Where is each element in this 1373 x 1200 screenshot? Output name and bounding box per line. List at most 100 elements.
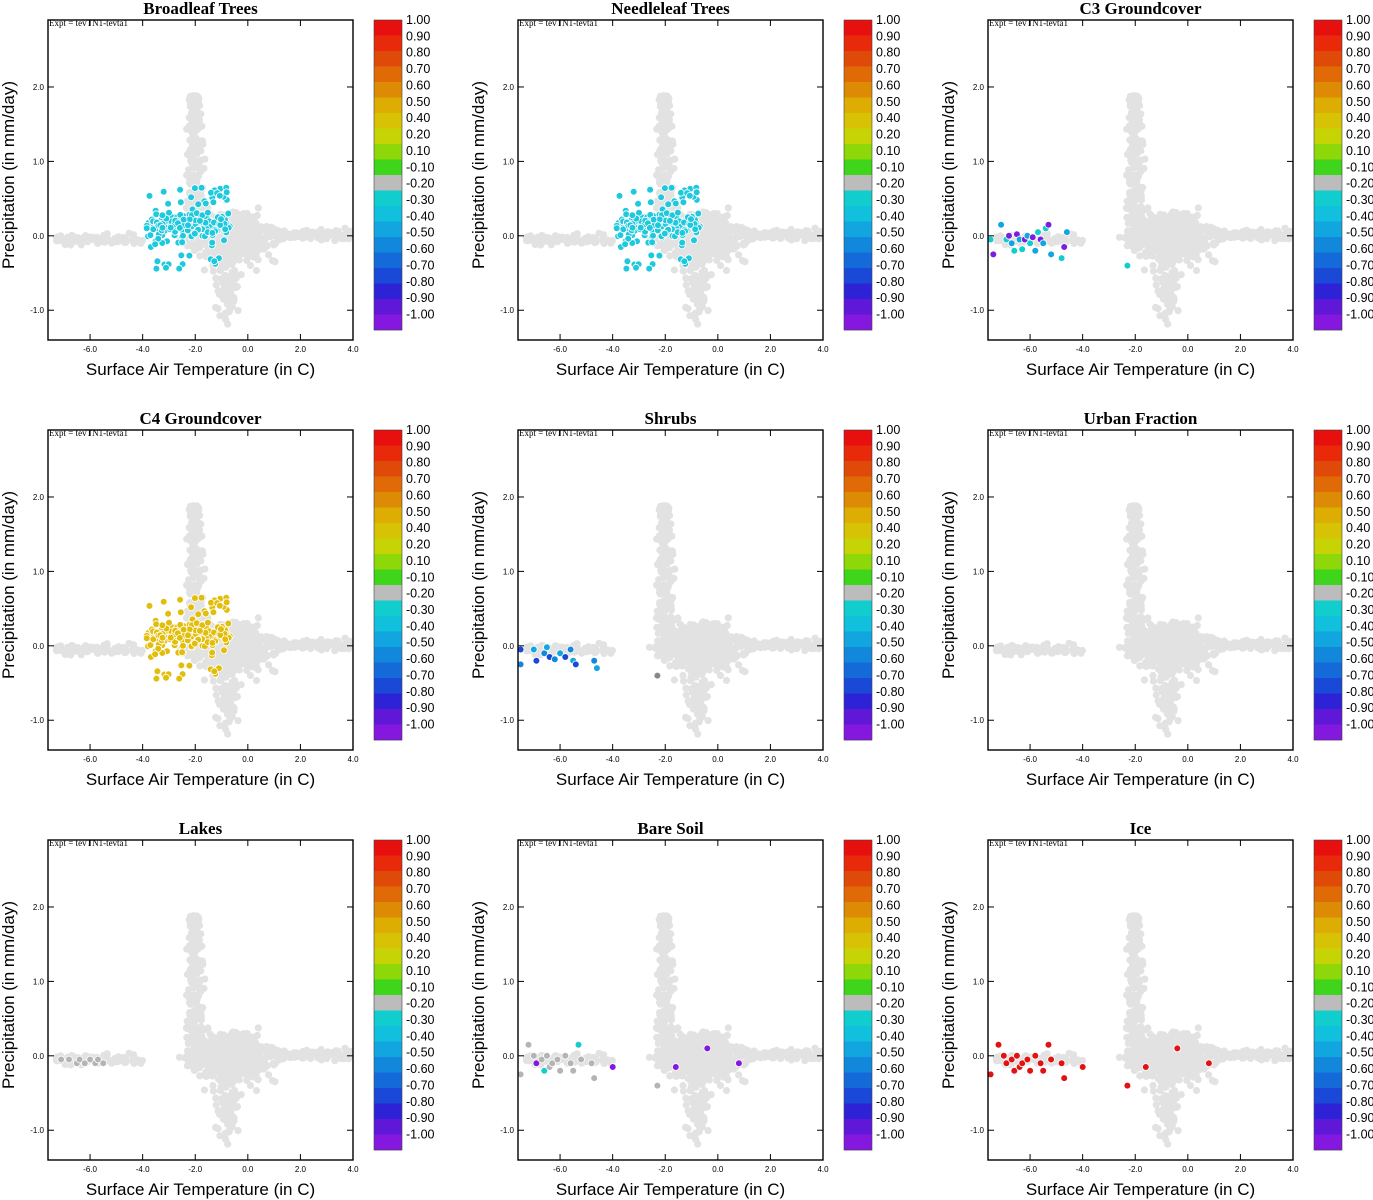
colorbar-label: -0.80 (1346, 275, 1373, 289)
background-point (1070, 235, 1078, 243)
highlight-point (185, 251, 194, 260)
colorbar-segment (1314, 252, 1342, 269)
colorbar-segment (374, 252, 402, 269)
x-axis-label: Surface Air Temperature (in C) (1026, 360, 1255, 379)
background-point (340, 235, 348, 243)
background-point (707, 271, 715, 279)
highlight-point (224, 209, 233, 218)
background-point (1169, 215, 1177, 223)
background-point (250, 215, 258, 223)
colorbar-segment (374, 35, 402, 52)
highlight-point (621, 240, 629, 249)
y-tick-label: -1.0 (30, 306, 44, 315)
colorbar-segment (374, 66, 402, 83)
colorbar-label: -0.90 (876, 291, 905, 305)
background-point (1271, 237, 1279, 245)
highlight-point (158, 211, 167, 220)
colorbar-label: -1.00 (876, 308, 905, 322)
colorbar-segment (1314, 221, 1342, 238)
colorbar-label: 1.00 (876, 13, 900, 27)
background-point (742, 230, 750, 238)
colorbar-label: 0.70 (876, 62, 900, 76)
background-point (189, 94, 197, 103)
expt-label: Expt = tevTN1-tevta1 (519, 18, 598, 28)
background-point (237, 271, 245, 279)
background-point (1156, 312, 1164, 320)
background-point (727, 223, 735, 231)
colorbar-label: 0.60 (876, 78, 900, 92)
background-point (571, 238, 579, 246)
background-point (1185, 220, 1193, 228)
colorbar-label: 0.20 (1346, 128, 1370, 142)
highlight-point (197, 183, 206, 192)
highlight-point (622, 264, 631, 273)
background-point (690, 284, 698, 292)
background-point (714, 244, 722, 252)
background-point (659, 94, 667, 103)
background-point (1186, 261, 1195, 270)
background-point (237, 238, 245, 246)
colorbar-label: 0.90 (1346, 29, 1370, 43)
background-point (192, 148, 200, 156)
highlight-point (615, 192, 624, 200)
highlight-point (622, 210, 631, 219)
colorbar-segment (1314, 175, 1342, 191)
background-point (1259, 232, 1267, 240)
colorbar-label: 0.80 (1346, 46, 1370, 60)
background-point (1130, 243, 1138, 252)
background-point (1254, 228, 1262, 236)
highlight-point (690, 236, 698, 245)
background-point (1130, 212, 1138, 220)
highlight-point (1039, 239, 1047, 248)
x-tick-label: 4.0 (817, 345, 829, 354)
highlight-point (655, 251, 664, 260)
highlight-point (649, 232, 657, 240)
colorbar-segment (1314, 66, 1342, 83)
highlight-point (184, 221, 192, 230)
colorbar-segment (844, 252, 872, 269)
background-point (190, 102, 198, 110)
background-point (222, 276, 230, 284)
highlight-point (632, 263, 640, 272)
background-point (260, 245, 268, 253)
background-point (679, 267, 687, 275)
highlight-point (159, 188, 168, 196)
background-point (704, 307, 712, 315)
colorbar-segment (844, 113, 872, 129)
x-axis-label: Surface Air Temperature (in C) (556, 360, 785, 379)
background-point (1154, 305, 1162, 313)
highlight-point (1005, 232, 1013, 240)
colorbar-segment (844, 82, 872, 98)
colorbar-segment (1314, 299, 1342, 315)
background-point (269, 239, 277, 248)
background-point (537, 236, 545, 244)
colorbar-label: 0.60 (1346, 78, 1370, 92)
background-point (666, 156, 674, 164)
colorbar-segment (844, 237, 872, 253)
x-tick-label: -2.0 (658, 345, 672, 354)
colorbar-segment (374, 113, 402, 129)
background-point (553, 238, 562, 246)
background-point (758, 230, 766, 238)
background-point (216, 266, 224, 274)
background-point (701, 267, 709, 275)
background-point (212, 274, 220, 282)
background-point (1152, 281, 1160, 289)
colorbar-segment (374, 144, 402, 160)
background-point (768, 234, 777, 242)
background-point (223, 300, 232, 308)
plot-frame (517, 19, 824, 341)
background-point (81, 232, 90, 240)
background-point (1205, 251, 1213, 259)
x-tick-label: -6.0 (1023, 345, 1037, 354)
colorbar-label: -0.50 (876, 226, 905, 240)
highlight-point (177, 251, 186, 260)
colorbar-segment (1314, 314, 1342, 331)
highlight-point (216, 192, 224, 200)
highlight-point (175, 264, 184, 273)
highlight-point (1010, 246, 1019, 255)
background-point (1130, 102, 1138, 110)
colorbar-label: -0.10 (1346, 160, 1373, 174)
x-tick-label: 4.0 (347, 345, 359, 354)
